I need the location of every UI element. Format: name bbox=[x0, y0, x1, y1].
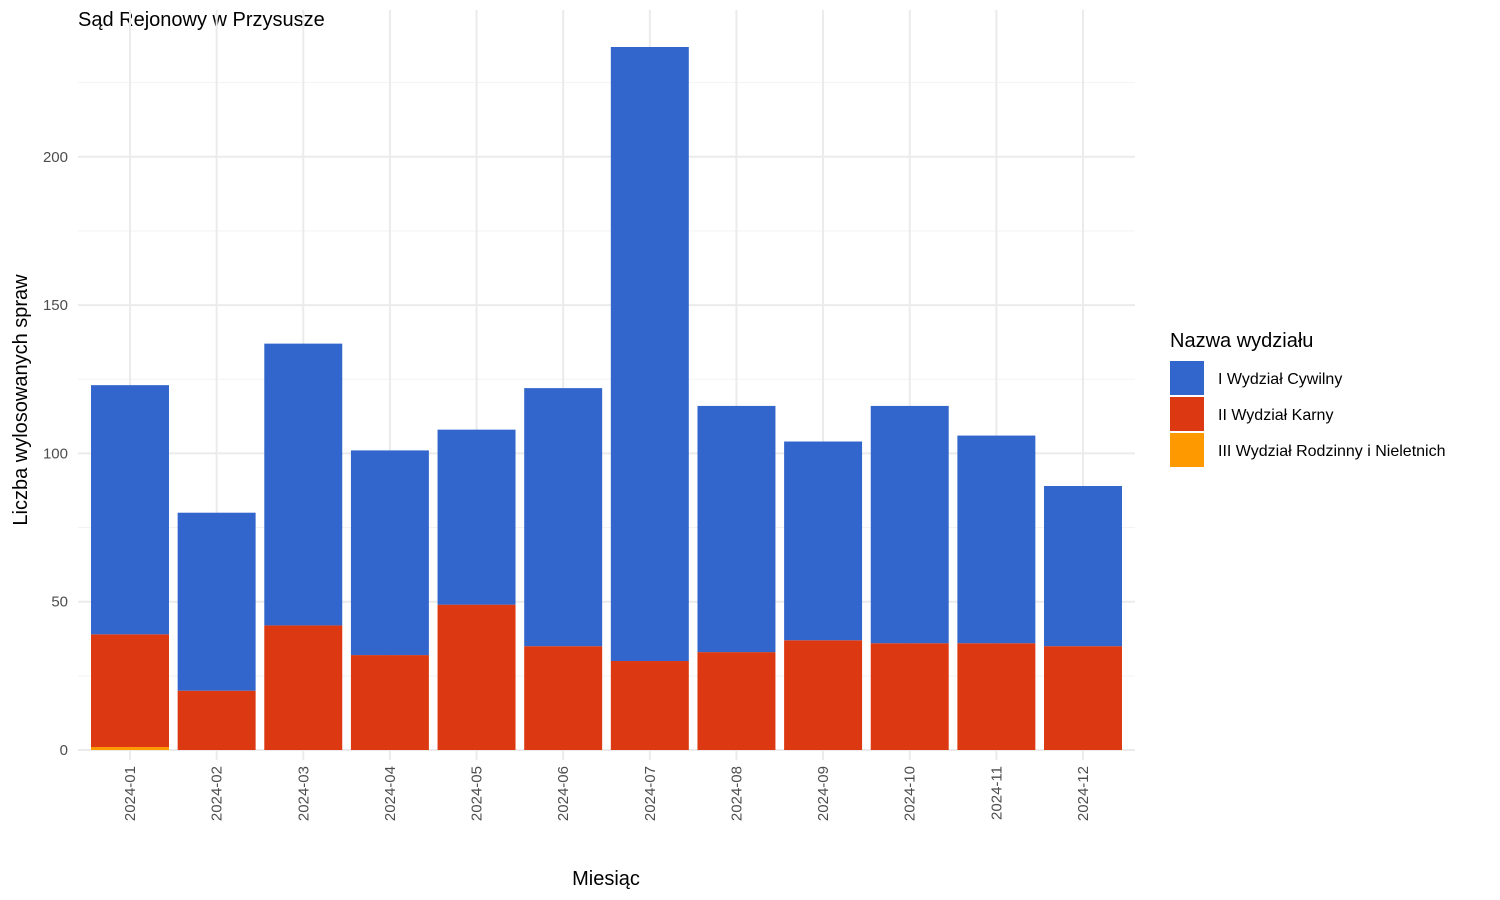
x-tick-label: 2024-03 bbox=[295, 766, 312, 821]
x-tick-label: 2024-04 bbox=[382, 766, 399, 821]
bar-karny-2024-11 bbox=[957, 643, 1036, 750]
bar-karny-2024-07 bbox=[610, 661, 689, 750]
y-tick-label: 150 bbox=[43, 297, 68, 314]
bar-karny-2024-10 bbox=[870, 643, 949, 750]
bar-karny-2024-01 bbox=[91, 634, 169, 748]
y-tick-label: 200 bbox=[43, 149, 68, 166]
legend-key-cywilny bbox=[1170, 361, 1204, 395]
legend-key-karny bbox=[1170, 397, 1204, 431]
bar-cywilny-2024-10 bbox=[870, 405, 949, 644]
bar-cywilny-2024-05 bbox=[437, 429, 516, 605]
x-tick-label: 2024-02 bbox=[209, 766, 226, 821]
bar-rodzinny-2024-01 bbox=[91, 747, 169, 750]
bars bbox=[91, 47, 1122, 750]
y-tick-label: 100 bbox=[43, 445, 68, 462]
bar-cywilny-2024-03 bbox=[264, 343, 343, 626]
chart-title: Sąd Rejonowy w Przysusze bbox=[78, 9, 325, 31]
bar-karny-2024-09 bbox=[784, 640, 863, 750]
bar-cywilny-2024-04 bbox=[350, 450, 429, 656]
y-tick-label: 0 bbox=[60, 742, 68, 759]
x-tick-label: 2024-09 bbox=[815, 766, 832, 821]
bar-cywilny-2024-02 bbox=[177, 512, 256, 691]
x-tick-label: 2024-08 bbox=[728, 766, 745, 821]
bar-cywilny-2024-01 bbox=[91, 385, 169, 635]
x-axis-ticks: 2024-01 2024-02 2024-03 2024-04 2024-05 2024-… bbox=[122, 766, 1092, 821]
legend-label-rodzinny: III Wydział Rodzinny i Nieletnich bbox=[1218, 443, 1446, 460]
x-tick-label: 2024-05 bbox=[469, 766, 486, 821]
legend-key-rodzinny bbox=[1170, 433, 1204, 467]
x-tick-label: 2024-11 bbox=[988, 766, 1005, 820]
y-axis-ticks: 0 50 100 150 200 bbox=[43, 149, 68, 759]
bar-karny-2024-05 bbox=[437, 604, 516, 750]
x-tick-label: 2024-06 bbox=[555, 766, 572, 821]
bar-karny-2024-04 bbox=[350, 655, 429, 750]
bar-karny-2024-03 bbox=[264, 625, 343, 750]
bar-cywilny-2024-08 bbox=[697, 405, 776, 653]
legend: Nazwa wydziału I Wydział Cywilny II Wydzi… bbox=[1170, 330, 1446, 467]
bar-cywilny-2024-06 bbox=[524, 388, 603, 647]
bar-cywilny-2024-07 bbox=[610, 47, 689, 662]
x-tick-label: 2024-01 bbox=[122, 766, 139, 821]
y-axis-title: Liczba wylosowanych spraw bbox=[10, 274, 32, 526]
x-axis-title: Miesiąc bbox=[572, 868, 640, 890]
x-tick-label: 2024-12 bbox=[1075, 766, 1092, 821]
bar-karny-2024-06 bbox=[524, 646, 603, 750]
bar-karny-2024-08 bbox=[697, 652, 776, 750]
legend-label-cywilny: I Wydział Cywilny bbox=[1218, 371, 1342, 388]
x-tick-label: 2024-07 bbox=[642, 766, 659, 821]
legend-title: Nazwa wydziału bbox=[1170, 330, 1313, 352]
y-tick-label: 50 bbox=[51, 594, 68, 611]
bar-cywilny-2024-12 bbox=[1044, 486, 1122, 647]
bar-karny-2024-12 bbox=[1044, 646, 1122, 750]
bar-cywilny-2024-09 bbox=[784, 441, 863, 641]
bar-cywilny-2024-11 bbox=[957, 435, 1036, 644]
legend-label-karny: II Wydział Karny bbox=[1218, 407, 1333, 424]
bar-karny-2024-02 bbox=[177, 690, 256, 750]
x-tick-label: 2024-10 bbox=[902, 766, 919, 821]
